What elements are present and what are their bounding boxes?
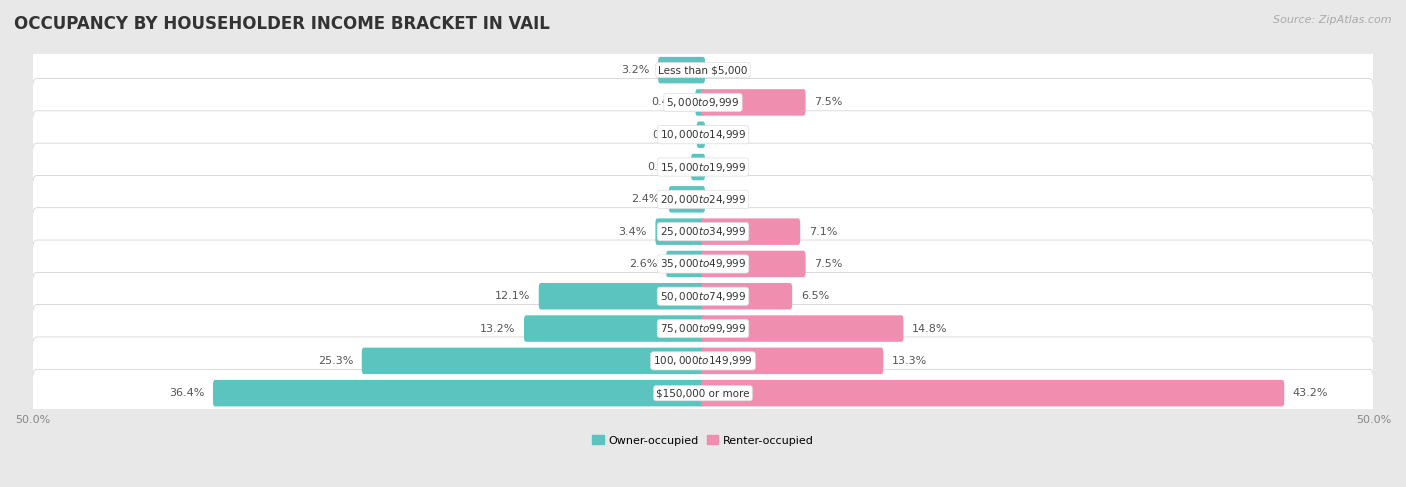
Legend: Owner-occupied, Renter-occupied: Owner-occupied, Renter-occupied	[588, 431, 818, 450]
FancyBboxPatch shape	[655, 218, 704, 245]
FancyBboxPatch shape	[702, 89, 806, 116]
FancyBboxPatch shape	[697, 121, 704, 148]
FancyBboxPatch shape	[32, 337, 1374, 385]
Text: 13.2%: 13.2%	[479, 323, 515, 334]
Text: $100,000 to $149,999: $100,000 to $149,999	[654, 355, 752, 367]
Text: 7.5%: 7.5%	[814, 259, 842, 269]
Text: 0.32%: 0.32%	[652, 130, 688, 140]
FancyBboxPatch shape	[702, 218, 800, 245]
FancyBboxPatch shape	[32, 78, 1374, 126]
Text: 7.5%: 7.5%	[814, 97, 842, 108]
FancyBboxPatch shape	[702, 251, 806, 277]
Text: 2.4%: 2.4%	[631, 194, 659, 205]
FancyBboxPatch shape	[702, 348, 883, 374]
Text: 0.74%: 0.74%	[647, 162, 682, 172]
FancyBboxPatch shape	[212, 380, 704, 407]
Text: 14.8%: 14.8%	[912, 323, 948, 334]
Text: 7.1%: 7.1%	[808, 226, 838, 237]
FancyBboxPatch shape	[32, 240, 1374, 288]
Text: OCCUPANCY BY HOUSEHOLDER INCOME BRACKET IN VAIL: OCCUPANCY BY HOUSEHOLDER INCOME BRACKET …	[14, 15, 550, 33]
Text: Less than $5,000: Less than $5,000	[658, 65, 748, 75]
Text: 36.4%: 36.4%	[169, 388, 204, 398]
Text: 3.4%: 3.4%	[619, 226, 647, 237]
FancyBboxPatch shape	[32, 272, 1374, 320]
Text: 0.0%: 0.0%	[714, 162, 742, 172]
FancyBboxPatch shape	[32, 305, 1374, 353]
FancyBboxPatch shape	[658, 57, 704, 83]
FancyBboxPatch shape	[32, 111, 1374, 159]
FancyBboxPatch shape	[361, 348, 704, 374]
Text: 2.6%: 2.6%	[628, 259, 658, 269]
FancyBboxPatch shape	[702, 315, 904, 342]
Text: 3.2%: 3.2%	[621, 65, 650, 75]
FancyBboxPatch shape	[32, 175, 1374, 223]
Text: 6.5%: 6.5%	[801, 291, 830, 301]
Text: $50,000 to $74,999: $50,000 to $74,999	[659, 290, 747, 303]
FancyBboxPatch shape	[538, 283, 704, 310]
FancyBboxPatch shape	[32, 369, 1374, 417]
Text: $10,000 to $14,999: $10,000 to $14,999	[659, 128, 747, 141]
Text: 0.42%: 0.42%	[651, 97, 686, 108]
Text: 0.0%: 0.0%	[714, 194, 742, 205]
Text: 25.3%: 25.3%	[318, 356, 353, 366]
FancyBboxPatch shape	[666, 251, 704, 277]
Text: 43.2%: 43.2%	[1294, 388, 1329, 398]
Text: $75,000 to $99,999: $75,000 to $99,999	[659, 322, 747, 335]
FancyBboxPatch shape	[32, 143, 1374, 191]
Text: $25,000 to $34,999: $25,000 to $34,999	[659, 225, 747, 238]
Text: 13.3%: 13.3%	[891, 356, 928, 366]
FancyBboxPatch shape	[32, 46, 1374, 94]
Text: $150,000 or more: $150,000 or more	[657, 388, 749, 398]
FancyBboxPatch shape	[702, 380, 1284, 407]
FancyBboxPatch shape	[32, 208, 1374, 256]
FancyBboxPatch shape	[524, 315, 704, 342]
FancyBboxPatch shape	[692, 154, 704, 180]
Text: $5,000 to $9,999: $5,000 to $9,999	[666, 96, 740, 109]
Text: $20,000 to $24,999: $20,000 to $24,999	[659, 193, 747, 206]
Text: 0.0%: 0.0%	[714, 130, 742, 140]
FancyBboxPatch shape	[696, 89, 704, 116]
Text: 12.1%: 12.1%	[495, 291, 530, 301]
Text: $35,000 to $49,999: $35,000 to $49,999	[659, 258, 747, 270]
FancyBboxPatch shape	[669, 186, 704, 213]
Text: Source: ZipAtlas.com: Source: ZipAtlas.com	[1274, 15, 1392, 25]
Text: 0.0%: 0.0%	[714, 65, 742, 75]
Text: $15,000 to $19,999: $15,000 to $19,999	[659, 161, 747, 173]
FancyBboxPatch shape	[702, 283, 792, 310]
